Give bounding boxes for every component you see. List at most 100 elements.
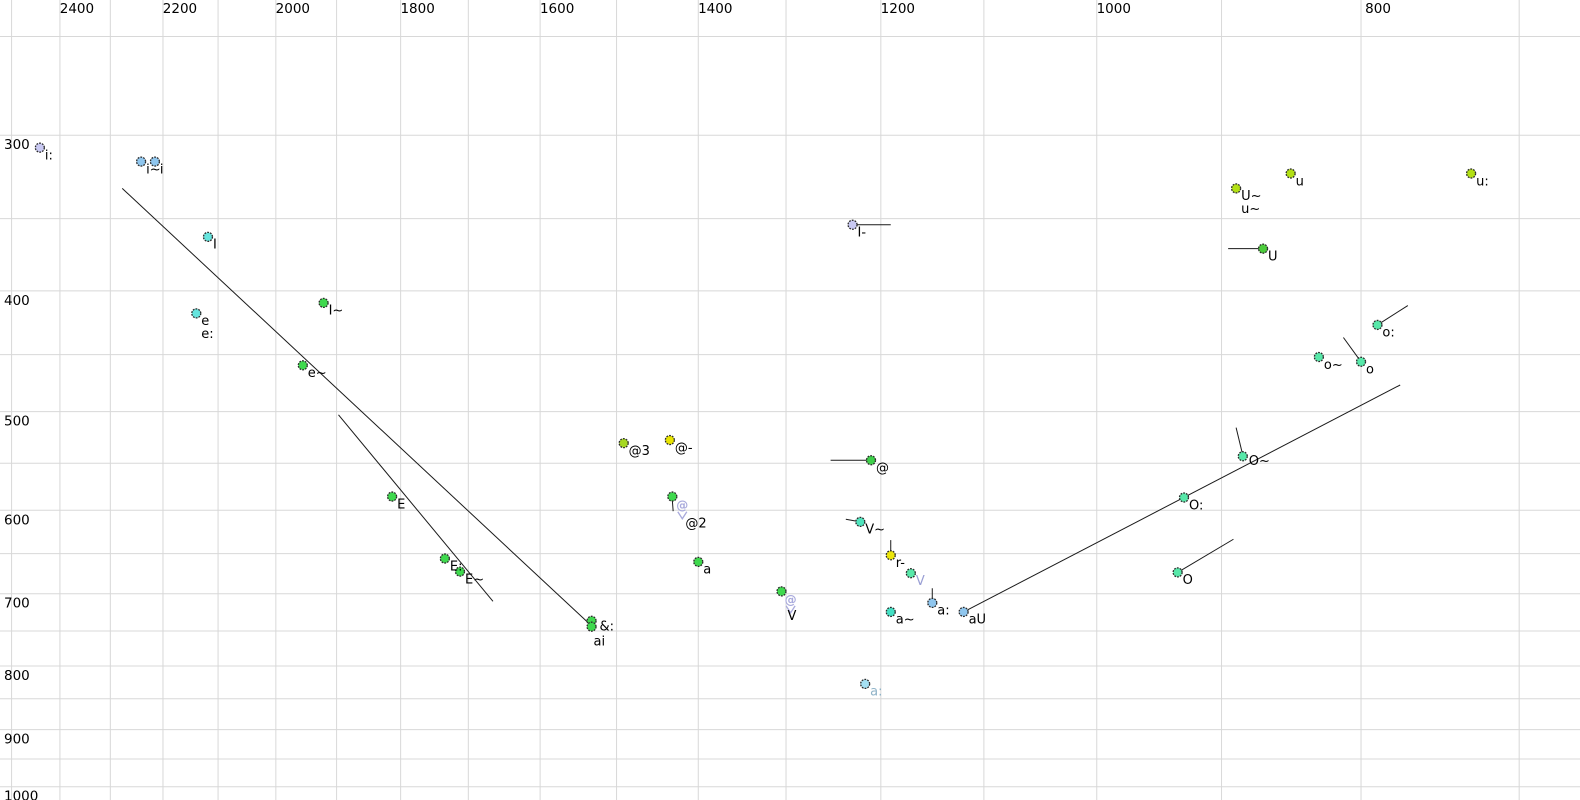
data-point bbox=[776, 586, 787, 597]
data-point-label: &: bbox=[600, 620, 615, 635]
data-point-label: i bbox=[160, 162, 164, 177]
y-axis-tick-label: 700 bbox=[4, 596, 30, 612]
y-axis-tick-label: 300 bbox=[4, 137, 30, 153]
data-point-label: a~ bbox=[896, 613, 915, 628]
data-point bbox=[885, 606, 896, 618]
y-axis-tick-label: 900 bbox=[4, 732, 30, 748]
data-point-label: E: bbox=[450, 559, 463, 574]
x-axis-tick-label: 2400 bbox=[60, 1, 94, 17]
data-point bbox=[297, 360, 308, 371]
data-point bbox=[865, 455, 877, 466]
pin-marker-glyph: @ bbox=[785, 593, 797, 607]
trajectory-line bbox=[1177, 538, 1234, 573]
data-point bbox=[855, 516, 866, 528]
data-point bbox=[859, 678, 871, 690]
trajectory-line bbox=[1235, 427, 1244, 456]
data-point-label: U bbox=[1268, 249, 1278, 264]
data-point bbox=[958, 606, 969, 618]
data-point-label: @ bbox=[876, 461, 889, 476]
data-point-label: e~ bbox=[308, 366, 327, 381]
y-axis-tick-label: 500 bbox=[4, 414, 30, 430]
data-point-label: o~ bbox=[1324, 358, 1343, 373]
pin-marker-glyph: @ bbox=[676, 499, 688, 513]
pin-marker-chevron bbox=[677, 511, 688, 520]
data-point bbox=[1230, 183, 1242, 194]
pin-marker-chevron bbox=[785, 605, 796, 615]
data-point-label: I- bbox=[858, 226, 867, 241]
x-axis-tick-label: 2200 bbox=[163, 1, 197, 17]
data-point-label: r- bbox=[896, 556, 906, 571]
trajectory-line bbox=[1377, 305, 1409, 326]
y-axis-tick-label: 800 bbox=[4, 668, 30, 684]
data-point-label: @3 bbox=[629, 444, 650, 459]
data-point bbox=[1313, 351, 1325, 363]
data-point-label: a: bbox=[870, 685, 882, 700]
data-point-label: O bbox=[1183, 573, 1193, 588]
data-point-label: @- bbox=[675, 441, 693, 456]
data-point bbox=[1237, 451, 1248, 462]
data-point bbox=[1372, 319, 1383, 331]
data-point-label: o bbox=[1366, 363, 1374, 378]
data-point bbox=[586, 621, 597, 632]
data-point bbox=[664, 434, 676, 446]
data-point-label: u: bbox=[1476, 174, 1489, 189]
data-point bbox=[135, 156, 147, 167]
data-point bbox=[202, 231, 214, 243]
data-point-label: e bbox=[201, 314, 209, 329]
data-point bbox=[318, 297, 329, 309]
data-point bbox=[847, 219, 858, 230]
data-point-label: E~ bbox=[465, 572, 484, 587]
data-point-label: o: bbox=[1382, 326, 1394, 341]
data-point bbox=[1465, 168, 1477, 179]
data-point-label: U~ bbox=[1241, 189, 1261, 204]
x-axis-tick-label: 800 bbox=[1365, 1, 1391, 17]
data-point-label: aU bbox=[969, 613, 986, 628]
data-point bbox=[927, 597, 938, 609]
data-point bbox=[1178, 492, 1190, 503]
y-axis-tick-label: 400 bbox=[4, 293, 30, 309]
data-point-label: u bbox=[1296, 174, 1304, 189]
data-point-label: O: bbox=[1189, 498, 1203, 513]
data-point-label: u~ bbox=[1241, 202, 1260, 217]
x-axis-tick-label: 2000 bbox=[276, 1, 310, 17]
data-point-label: @2 bbox=[685, 516, 706, 531]
data-point bbox=[905, 568, 916, 579]
data-point-label: V bbox=[787, 609, 796, 624]
data-point-label: I~ bbox=[329, 304, 344, 319]
data-point bbox=[1285, 168, 1296, 179]
data-point-label: i: bbox=[45, 148, 53, 163]
data-point-label: a: bbox=[937, 604, 949, 619]
data-point bbox=[386, 491, 398, 502]
data-point bbox=[1257, 243, 1269, 254]
x-axis-tick-label: 1000 bbox=[1097, 1, 1131, 17]
data-point bbox=[693, 556, 704, 568]
data-point bbox=[439, 553, 451, 564]
data-point bbox=[885, 550, 896, 561]
data-point bbox=[454, 566, 466, 577]
data-point-label: O~ bbox=[1249, 454, 1270, 469]
data-point bbox=[149, 156, 161, 167]
data-point-label: ai bbox=[594, 634, 606, 649]
x-axis-tick-label: 1800 bbox=[400, 1, 434, 17]
data-point-label: a bbox=[703, 563, 711, 578]
x-axis-tick-label: 1200 bbox=[881, 1, 915, 17]
data-point bbox=[191, 308, 202, 319]
data-point-label: i~ bbox=[146, 162, 161, 177]
y-axis-tick-label: 1000 bbox=[4, 789, 38, 800]
x-axis-tick-label: 1400 bbox=[698, 1, 732, 17]
trajectory-line bbox=[338, 414, 494, 602]
data-point bbox=[1355, 356, 1367, 367]
trajectory-line bbox=[121, 188, 589, 623]
data-point bbox=[34, 142, 46, 153]
trajectory-line bbox=[671, 500, 674, 512]
x-axis-tick-label: 1600 bbox=[540, 1, 574, 17]
data-point-label: E bbox=[397, 497, 405, 512]
data-point bbox=[618, 437, 629, 449]
data-point bbox=[1172, 567, 1183, 578]
data-point-label: I bbox=[213, 238, 217, 253]
y-axis-tick-label: 600 bbox=[4, 512, 30, 528]
data-point-label: V bbox=[916, 574, 925, 589]
data-point bbox=[667, 491, 678, 502]
